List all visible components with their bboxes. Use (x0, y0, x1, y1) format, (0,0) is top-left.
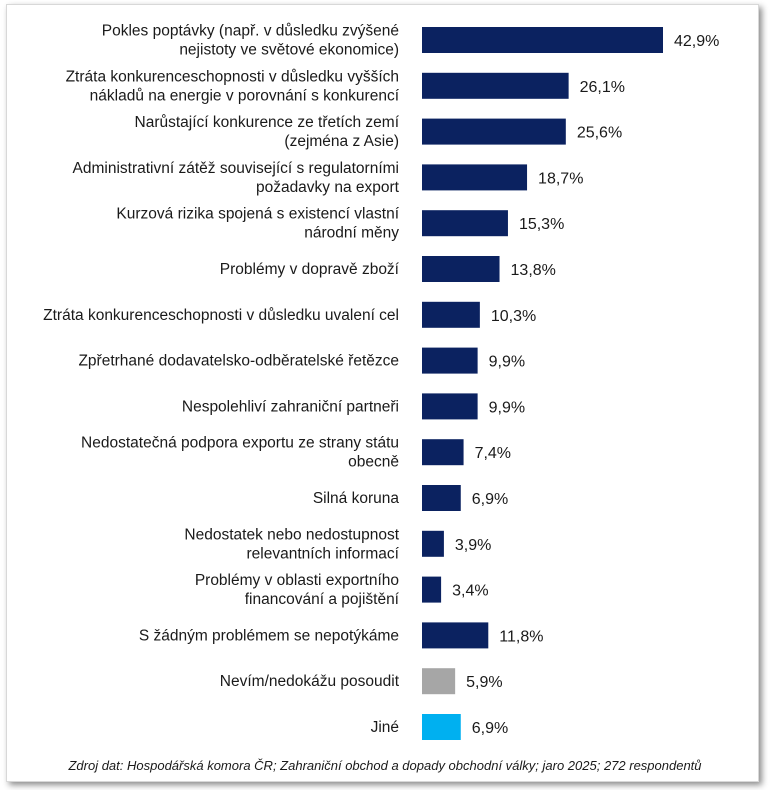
bar (422, 714, 461, 740)
category-label: Nedostatečná podpora exportu ze strany s… (81, 435, 399, 471)
category-label: Problémy v dopravě zboží (220, 261, 400, 278)
value-label: 9,9% (489, 399, 525, 416)
category-label: Ztráta konkurenceschopnosti v důsledku v… (66, 68, 400, 104)
bar (422, 393, 478, 420)
chart-frame (6, 4, 759, 782)
value-label: 18,7% (538, 170, 583, 187)
category-label-line: S žádným problémem se nepotýkáme (139, 627, 399, 644)
category-label-line: Pokles poptávky (např. v důsledku zvýšen… (102, 23, 399, 40)
category-label: Ztráta konkurenceschopnosti v důsledku u… (43, 307, 399, 324)
category-label-line: Kurzová rizika spojená s existencí vlast… (116, 206, 399, 223)
category-label-line: obecně (348, 454, 399, 471)
category-label-line: Ztráta konkurenceschopnosti v důsledku v… (66, 68, 399, 85)
category-label: Nevím/nedokážu posoudit (220, 673, 400, 690)
value-label: 42,9% (674, 33, 719, 50)
category-label-line: požadavky na export (256, 179, 400, 196)
bar (422, 439, 464, 466)
bar (422, 301, 480, 328)
value-label: 10,3% (491, 308, 536, 325)
category-label: Jiné (371, 719, 399, 736)
source-note: Zdroj dat: Hospodářská komora ČR; Zahran… (68, 758, 702, 773)
category-label-line: Ztráta konkurenceschopnosti v důsledku u… (43, 307, 399, 324)
bar (422, 210, 508, 237)
category-label-line: národní měny (304, 225, 399, 242)
category-label-line: nejistoty ve světové ekonomice) (179, 42, 399, 59)
category-label: Silná koruna (313, 490, 400, 507)
category-label: Nespolehliví zahraniční partneři (182, 398, 399, 415)
category-label-line: financování a pojištění (245, 591, 400, 608)
value-label: 6,9% (472, 720, 508, 737)
category-label: Nedostatek nebo nedostupnost relevantních… (184, 526, 399, 562)
category-label-line: Problémy v oblasti exportního (195, 572, 399, 589)
value-label: 5,9% (466, 674, 502, 691)
value-label: 3,4% (452, 583, 488, 600)
category-label-line: nákladů na energie v porovnání s konkure… (90, 87, 400, 104)
category-label-line: Narůstající konkurence ze třetích zemí (135, 114, 400, 131)
bar (422, 485, 461, 511)
bar (422, 347, 478, 374)
value-label: 25,6% (577, 125, 622, 142)
bar (422, 256, 500, 282)
category-label-line: Problémy v dopravě zboží (220, 261, 400, 278)
bar (422, 164, 528, 191)
bar (422, 576, 442, 603)
category-label-line: Nespolehliví zahraniční partneři (182, 398, 399, 415)
category-label: S žádným problémem se nepotýkáme (139, 627, 399, 644)
value-label: 11,8% (499, 628, 543, 645)
category-label-line: Silná koruna (313, 490, 400, 507)
bar (422, 530, 444, 557)
value-label: 26,1% (580, 79, 625, 96)
bar (422, 668, 456, 695)
value-label: 15,3% (519, 216, 564, 233)
category-label-line: Nedostatečná podpora exportu ze strany s… (81, 435, 399, 452)
category-label-line: Administrativní zátěž související s regu… (73, 160, 399, 177)
category-label-line: (zejména z Asie) (284, 133, 399, 150)
value-label: 6,9% (472, 491, 508, 508)
category-label-line: Nevím/nedokážu posoudit (220, 673, 400, 690)
value-label: 9,9% (489, 354, 525, 371)
category-label-line: Jiné (371, 719, 399, 736)
bar (422, 27, 663, 53)
bar (422, 622, 489, 649)
category-label: Pokles poptávky (např. v důsledku zvýšen… (102, 23, 399, 59)
value-label: 13,8% (511, 262, 556, 279)
value-label: 3,9% (455, 537, 491, 554)
category-label: Kurzová rizika spojená s existencí vlast… (116, 206, 399, 242)
category-label-line: Nedostatek nebo nedostupnost (184, 526, 399, 543)
category-label-line: relevantních informací (247, 545, 400, 562)
value-label: 7,4% (475, 445, 511, 462)
category-label: Problémy v oblasti exportního financování… (195, 572, 400, 608)
category-label: Narůstající konkurence ze třetích zemí (z… (135, 114, 400, 150)
bar (422, 72, 569, 99)
bar (422, 118, 566, 145)
category-label: Administrativní zátěž související s regu… (73, 160, 400, 196)
category-label-line: Zpřetrhané dodavatelsko-odběratelské řet… (78, 353, 399, 370)
category-label: Zpřetrhané dodavatelsko-odběratelské řet… (78, 353, 399, 370)
